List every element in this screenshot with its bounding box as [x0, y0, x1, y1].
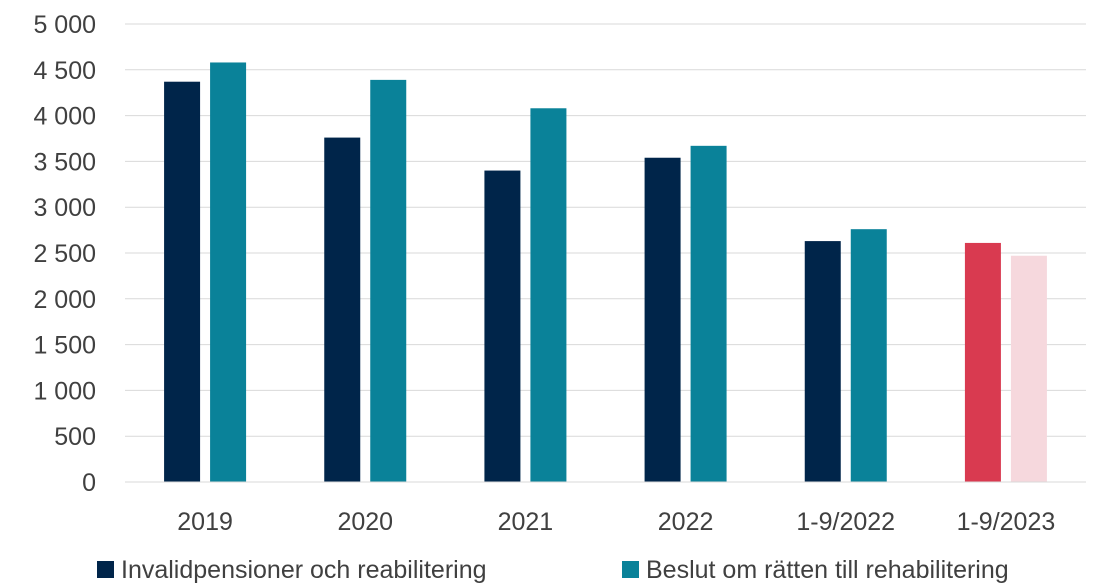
bar — [964, 242, 1001, 482]
x-category-label: 1-9/2023 — [957, 508, 1056, 536]
y-tick-label: 4 500 — [33, 57, 96, 85]
x-category-label: 1-9/2022 — [796, 508, 895, 536]
y-tick-label: 5 000 — [33, 11, 96, 39]
x-axis-category-labels: 2019 2020 2021 2022 1-9/2022 1-9/2023 — [177, 508, 1055, 536]
y-tick-label: 1 000 — [33, 377, 96, 405]
bar — [370, 79, 407, 482]
bar — [530, 108, 567, 482]
x-category-label: 2021 — [498, 508, 554, 536]
bar — [1010, 255, 1047, 482]
y-tick-label: 2 500 — [33, 240, 96, 268]
bar — [690, 145, 727, 482]
y-tick-label: 500 — [54, 423, 96, 451]
gridlines — [125, 23, 1086, 437]
y-tick-label: 0 — [82, 469, 96, 497]
bars — [164, 62, 1047, 483]
bar — [850, 229, 887, 482]
legend-swatch — [97, 561, 114, 578]
x-category-label: 2019 — [177, 508, 233, 536]
x-category-label: 2020 — [337, 508, 393, 536]
x-category-label: 2022 — [658, 508, 714, 536]
bar — [210, 62, 247, 483]
legend: Invalidpensioner och reabilitering Beslut… — [97, 556, 1009, 584]
y-tick-label: 3 500 — [33, 148, 96, 176]
y-tick-label: 2 000 — [33, 286, 96, 314]
y-tick-label: 1 500 — [33, 332, 96, 360]
legend-label: Beslut om rätten till rehabilitering — [646, 556, 1009, 584]
legend-swatch — [622, 561, 639, 578]
bar — [804, 241, 841, 482]
bar — [484, 170, 521, 482]
bar — [644, 157, 681, 482]
legend-label: Invalidpensioner och reabilitering — [121, 556, 487, 584]
bar — [324, 137, 361, 483]
y-axis-tick-labels: 0 500 1 000 1 500 2 000 2 500 3 000 3 500 4 000 4… — [33, 11, 96, 497]
y-tick-label: 4 000 — [33, 103, 96, 131]
y-tick-label: 3 000 — [33, 194, 96, 222]
bar — [164, 81, 201, 482]
